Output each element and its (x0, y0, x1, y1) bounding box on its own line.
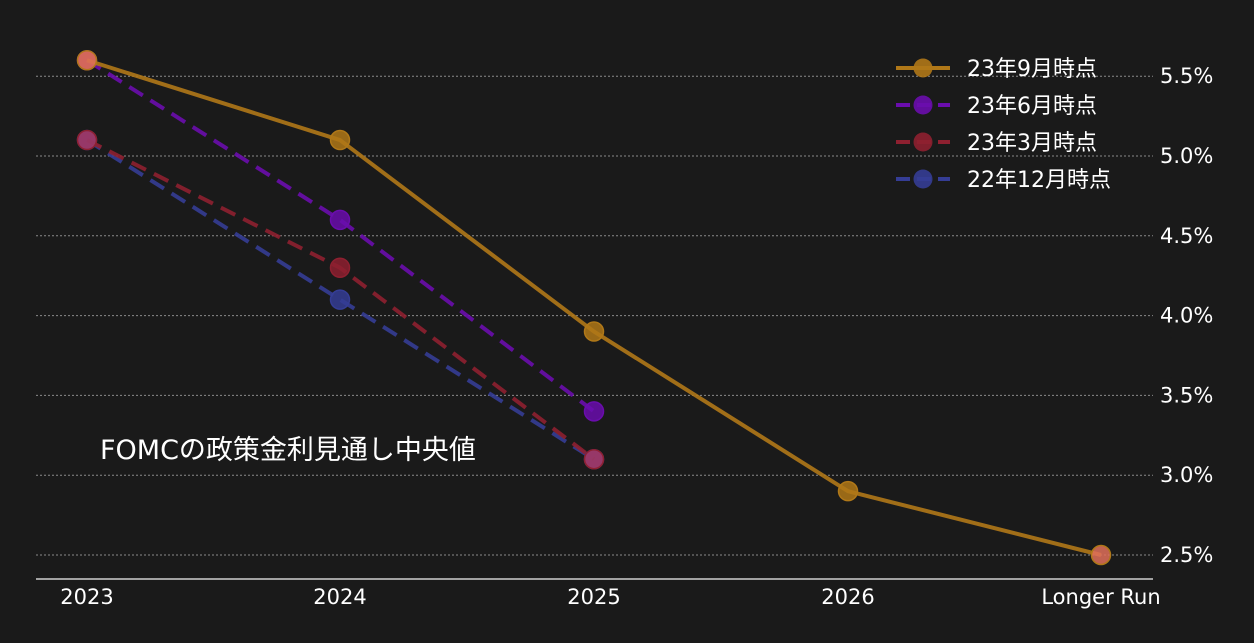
data-point (329, 209, 351, 231)
legend-label: 22年12月時点 (967, 168, 1111, 193)
y-tick-label: 5.0% (1160, 144, 1213, 168)
series-3 (76, 129, 605, 470)
y-tick-label: 4.0% (1160, 304, 1213, 328)
x-tick-label: Longer Run (1041, 585, 1160, 609)
legend-label: 23年9月時点 (967, 57, 1097, 82)
legend-swatch-marker (913, 58, 933, 78)
data-point (583, 321, 605, 342)
chart-title: FOMCの政策金利見通し中央値 (100, 435, 476, 466)
x-tick-label: 2023 (60, 585, 113, 609)
legend-label: 23年3月時点 (967, 131, 1097, 156)
series-line (85, 58, 596, 413)
data-point (329, 257, 351, 278)
x-tick-label: 2025 (567, 585, 620, 609)
data-point (76, 129, 98, 151)
series-line (86, 58, 1102, 557)
series-4 (76, 129, 605, 470)
x-tick-label: 2024 (313, 585, 366, 609)
y-tick-label: 3.5% (1160, 383, 1213, 407)
y-tick-label: 4.5% (1160, 224, 1213, 248)
data-point (583, 448, 605, 470)
data-point (329, 129, 351, 151)
y-tick-label: 5.5% (1160, 64, 1213, 88)
data-point (1090, 544, 1112, 566)
series-group (76, 49, 1112, 566)
data-point (76, 49, 98, 71)
legend-label: 23年6月時点 (967, 94, 1097, 119)
y-tick-label: 2.5% (1160, 543, 1213, 567)
x-tick-label: 2026 (821, 585, 874, 609)
data-point (583, 401, 605, 422)
legend-swatch-marker (913, 132, 933, 152)
legend-swatch-marker (913, 95, 933, 115)
legend-swatch-marker (913, 169, 933, 189)
x-tick-labels: 2023 2024 2025 2026 Longer Run (60, 585, 1160, 609)
data-point (329, 289, 351, 310)
legend: 23年9月時点 23年6月時点 23年3月時点 22年12月時点 (896, 57, 1111, 193)
series-1 (76, 49, 1112, 566)
y-tick-label: 3.0% (1160, 463, 1213, 487)
data-point (837, 480, 859, 502)
y-tick-labels: 2.5% 3.0% 3.5% 4.0% 4.5% 5.0% 5.5% (1160, 64, 1213, 567)
